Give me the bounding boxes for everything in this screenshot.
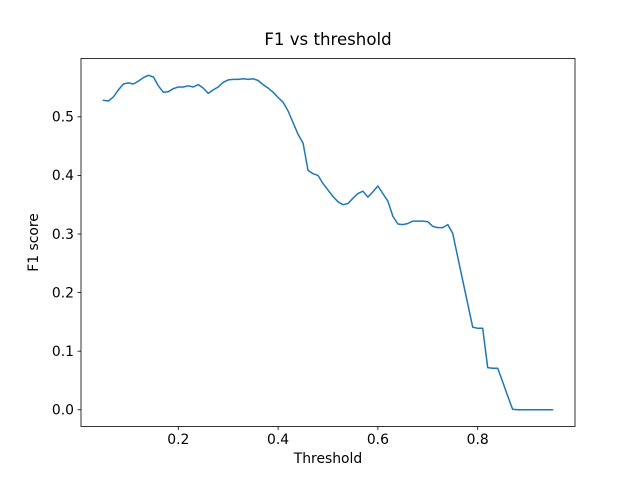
x-tick-label: 0.8 xyxy=(467,432,489,448)
y-tick-label: 0.5 xyxy=(52,110,74,126)
x-axis-ticks: 0.2 0.4 0.6 0.8 xyxy=(167,426,489,448)
y-tick-label: 0.1 xyxy=(52,344,74,360)
chart-title: F1 vs threshold xyxy=(264,30,391,49)
y-tick-label: 0.3 xyxy=(52,227,74,243)
y-tick-label: 0.0 xyxy=(52,403,74,419)
x-axis-label: Threshold xyxy=(293,451,362,467)
plot-area xyxy=(80,58,576,427)
x-tick-label: 0.4 xyxy=(267,432,289,448)
y-axis-ticks: 0.0 0.1 0.2 0.3 0.4 0.5 xyxy=(52,110,81,419)
f1-curve xyxy=(102,74,554,411)
y-tick-label: 0.2 xyxy=(52,285,74,301)
y-axis-label: F1 score xyxy=(26,213,42,272)
x-tick-label: 0.6 xyxy=(367,432,389,448)
y-tick-label: 0.4 xyxy=(52,168,74,184)
x-tick-label: 0.2 xyxy=(167,432,189,448)
